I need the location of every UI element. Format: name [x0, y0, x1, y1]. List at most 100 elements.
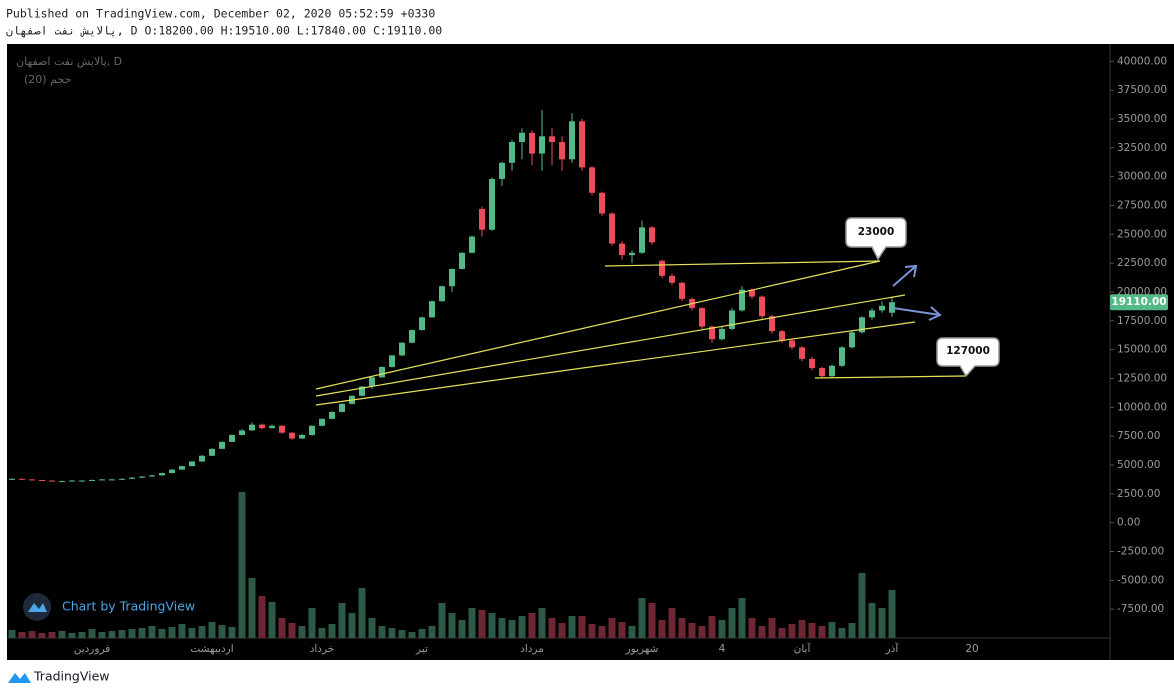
candle-body [369, 377, 375, 387]
volume-bar [278, 618, 286, 638]
candle-body [769, 316, 775, 332]
last-price-label: 19110.00 [1111, 296, 1166, 308]
y-tick-label: 22500.00 [1117, 257, 1167, 269]
candle-body [29, 479, 35, 481]
candle-body [849, 332, 855, 348]
volume-bar [28, 631, 36, 638]
candle-body [289, 432, 295, 439]
arrow [892, 306, 942, 321]
volume-bar [58, 631, 66, 638]
candle-body [859, 317, 865, 333]
volume-bar [428, 626, 436, 638]
volume-bar [168, 627, 176, 638]
volume-bar [418, 629, 426, 638]
volume-bar [468, 608, 476, 638]
candle-body [229, 435, 235, 442]
candle-body [329, 411, 335, 419]
x-tick-label: خرداد [310, 643, 335, 655]
callout-text: 127000 [946, 345, 990, 357]
candle-body [99, 479, 105, 481]
last-price-box [1110, 294, 1168, 311]
volume-bar [78, 632, 86, 638]
volume-bar [268, 602, 276, 638]
watermark-text: Chart by TradingView [62, 599, 195, 614]
candle-body [509, 142, 515, 163]
candle-body [559, 142, 565, 160]
candle-body [789, 340, 795, 348]
y-tick-label: 12500.00 [1117, 372, 1167, 384]
candle-body [399, 342, 405, 356]
volume-bar [778, 628, 786, 638]
x-tick-label: فروردین [74, 643, 111, 655]
candle-body [799, 347, 805, 359]
candle-body [79, 480, 85, 482]
volume-bar [658, 620, 666, 638]
candle-body [739, 289, 745, 311]
candle-body [119, 478, 125, 480]
candle-body [159, 473, 165, 476]
candle-body [389, 355, 395, 367]
x-tick-label: آذر [885, 642, 900, 655]
candle-body [579, 121, 585, 168]
candle-body [519, 132, 525, 143]
volume-bar [98, 632, 106, 638]
candle-body [869, 310, 875, 318]
candle-body [469, 236, 475, 253]
volume-bar [158, 629, 166, 638]
y-tick-label: -5000.00 [1117, 574, 1164, 586]
volume-bar [338, 603, 346, 638]
candle-body [419, 317, 425, 331]
y-tick-label: 32500.00 [1117, 142, 1167, 154]
candle-body [209, 448, 215, 456]
volume-bar [348, 613, 356, 638]
volume-bar [88, 629, 96, 638]
candle-body [629, 252, 635, 256]
volume-bar [758, 626, 766, 638]
callout [936, 337, 1000, 378]
x-tick-label: آبان [794, 642, 812, 655]
volume-bar [318, 628, 326, 638]
volume-bar [538, 608, 546, 638]
volume-bar [508, 620, 516, 638]
candle-body [239, 430, 245, 436]
candle-body [429, 301, 435, 318]
candle-body [759, 296, 765, 317]
volume-bar [38, 633, 46, 638]
x-tick-label: تیر [415, 643, 428, 655]
x-tick-label: 4 [719, 643, 726, 655]
volume-bar [578, 616, 586, 638]
volume-bar [598, 626, 606, 638]
candle-body [109, 479, 115, 481]
y-tick-label: 2500.00 [1117, 488, 1160, 500]
trend-line [315, 321, 916, 406]
y-tick-label: -7500.00 [1117, 603, 1164, 615]
candle-body [199, 455, 205, 462]
candle-body [529, 132, 535, 154]
candle-body [679, 282, 685, 299]
volume-bar [888, 590, 896, 638]
candle-body [889, 302, 895, 313]
y-tick-label: 0.00 [1117, 517, 1140, 529]
candle-body [9, 478, 15, 480]
legend-volume: حجم (20) [24, 73, 71, 86]
volume-bar [568, 616, 576, 638]
y-tick-label: 15000.00 [1117, 344, 1167, 356]
volume-bar [848, 623, 856, 638]
candle-body [69, 480, 75, 482]
candle-body [719, 328, 725, 340]
volume-bar [648, 603, 656, 638]
candle-body [839, 347, 845, 366]
volume-bar [808, 623, 816, 638]
volume-bar [128, 629, 136, 638]
candle-body [379, 366, 385, 378]
volume-bar [178, 624, 186, 638]
footer-text: TradingView [33, 669, 110, 684]
volume-bar [868, 603, 876, 638]
candle-body [89, 479, 95, 481]
candle-body [599, 192, 605, 214]
candle-body [249, 424, 255, 431]
volume-bar [698, 626, 706, 638]
volume-bar [308, 608, 316, 638]
volume-bar [398, 630, 406, 638]
